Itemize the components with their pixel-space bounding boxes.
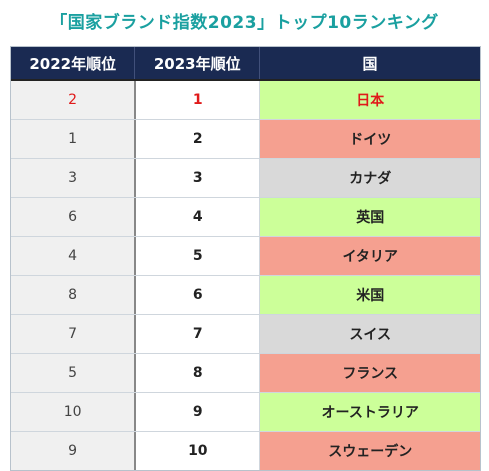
rank-2022-cell: 3 bbox=[11, 159, 137, 197]
country-cell: オーストラリア bbox=[260, 393, 480, 431]
table-row: 1 2 ドイツ bbox=[11, 119, 480, 158]
country-cell: フランス bbox=[260, 354, 480, 392]
page-title: 「国家ブランド指数2023」トップ10ランキング bbox=[50, 13, 439, 33]
country-cell: 米国 bbox=[260, 276, 480, 314]
rank-2023-cell: 6 bbox=[136, 276, 261, 314]
rank-2023-cell: 1 bbox=[136, 81, 261, 119]
table-header: 2022年順位 2023年順位 国 bbox=[11, 47, 480, 79]
rank-2022-cell: 5 bbox=[11, 354, 137, 392]
table-row: 9 10 スウェーデン bbox=[11, 431, 480, 470]
country-cell: ドイツ bbox=[260, 120, 480, 158]
rank-2022-cell: 1 bbox=[11, 120, 137, 158]
table-body: 2 1 日本 1 2 ドイツ 3 3 カナダ 6 4 英国 4 5 イタリア 8 6 米国 7 7 スイス 5 8 フランス 1… bbox=[11, 79, 480, 470]
table-row: 5 8 フランス bbox=[11, 353, 480, 392]
table-row: 4 5 イタリア bbox=[11, 236, 480, 275]
header-2023-rank: 2023年順位 bbox=[135, 47, 260, 79]
rank-2022-cell: 10 bbox=[11, 393, 137, 431]
rank-2022-cell: 4 bbox=[11, 237, 137, 275]
rank-2023-cell: 4 bbox=[136, 198, 261, 236]
rank-2022-cell: 9 bbox=[11, 432, 137, 470]
ranking-table: 2022年順位 2023年順位 国 2 1 日本 1 2 ドイツ 3 3 カナダ 6 4 英国 4 5 イタ… bbox=[10, 46, 481, 471]
country-cell: 英国 bbox=[260, 198, 480, 236]
rank-2022-cell: 2 bbox=[11, 81, 137, 119]
country-cell: イタリア bbox=[260, 237, 480, 275]
table-row: 10 9 オーストラリア bbox=[11, 392, 480, 431]
rank-2023-cell: 2 bbox=[136, 120, 261, 158]
header-2022-rank: 2022年順位 bbox=[11, 47, 136, 79]
rank-2023-cell: 10 bbox=[136, 432, 261, 470]
rank-2023-cell: 3 bbox=[136, 159, 261, 197]
rank-2022-cell: 7 bbox=[11, 315, 137, 353]
rank-2023-cell: 5 bbox=[136, 237, 261, 275]
country-cell: 日本 bbox=[260, 81, 480, 119]
table-row: 8 6 米国 bbox=[11, 275, 480, 314]
table-row: 7 7 スイス bbox=[11, 314, 480, 353]
header-country: 国 bbox=[362, 54, 378, 73]
rank-2023-cell: 9 bbox=[136, 393, 261, 431]
table-row: 6 4 英国 bbox=[11, 197, 480, 236]
table-row: 3 3 カナダ bbox=[11, 158, 480, 197]
table-row: 2 1 日本 bbox=[11, 79, 480, 119]
rank-2022-cell: 6 bbox=[11, 198, 137, 236]
rank-2023-cell: 7 bbox=[136, 315, 261, 353]
rank-2023-cell: 8 bbox=[136, 354, 261, 392]
country-cell: スウェーデン bbox=[260, 432, 480, 470]
country-cell: カナダ bbox=[260, 159, 480, 197]
country-cell: スイス bbox=[260, 315, 480, 353]
rank-2022-cell: 8 bbox=[11, 276, 137, 314]
